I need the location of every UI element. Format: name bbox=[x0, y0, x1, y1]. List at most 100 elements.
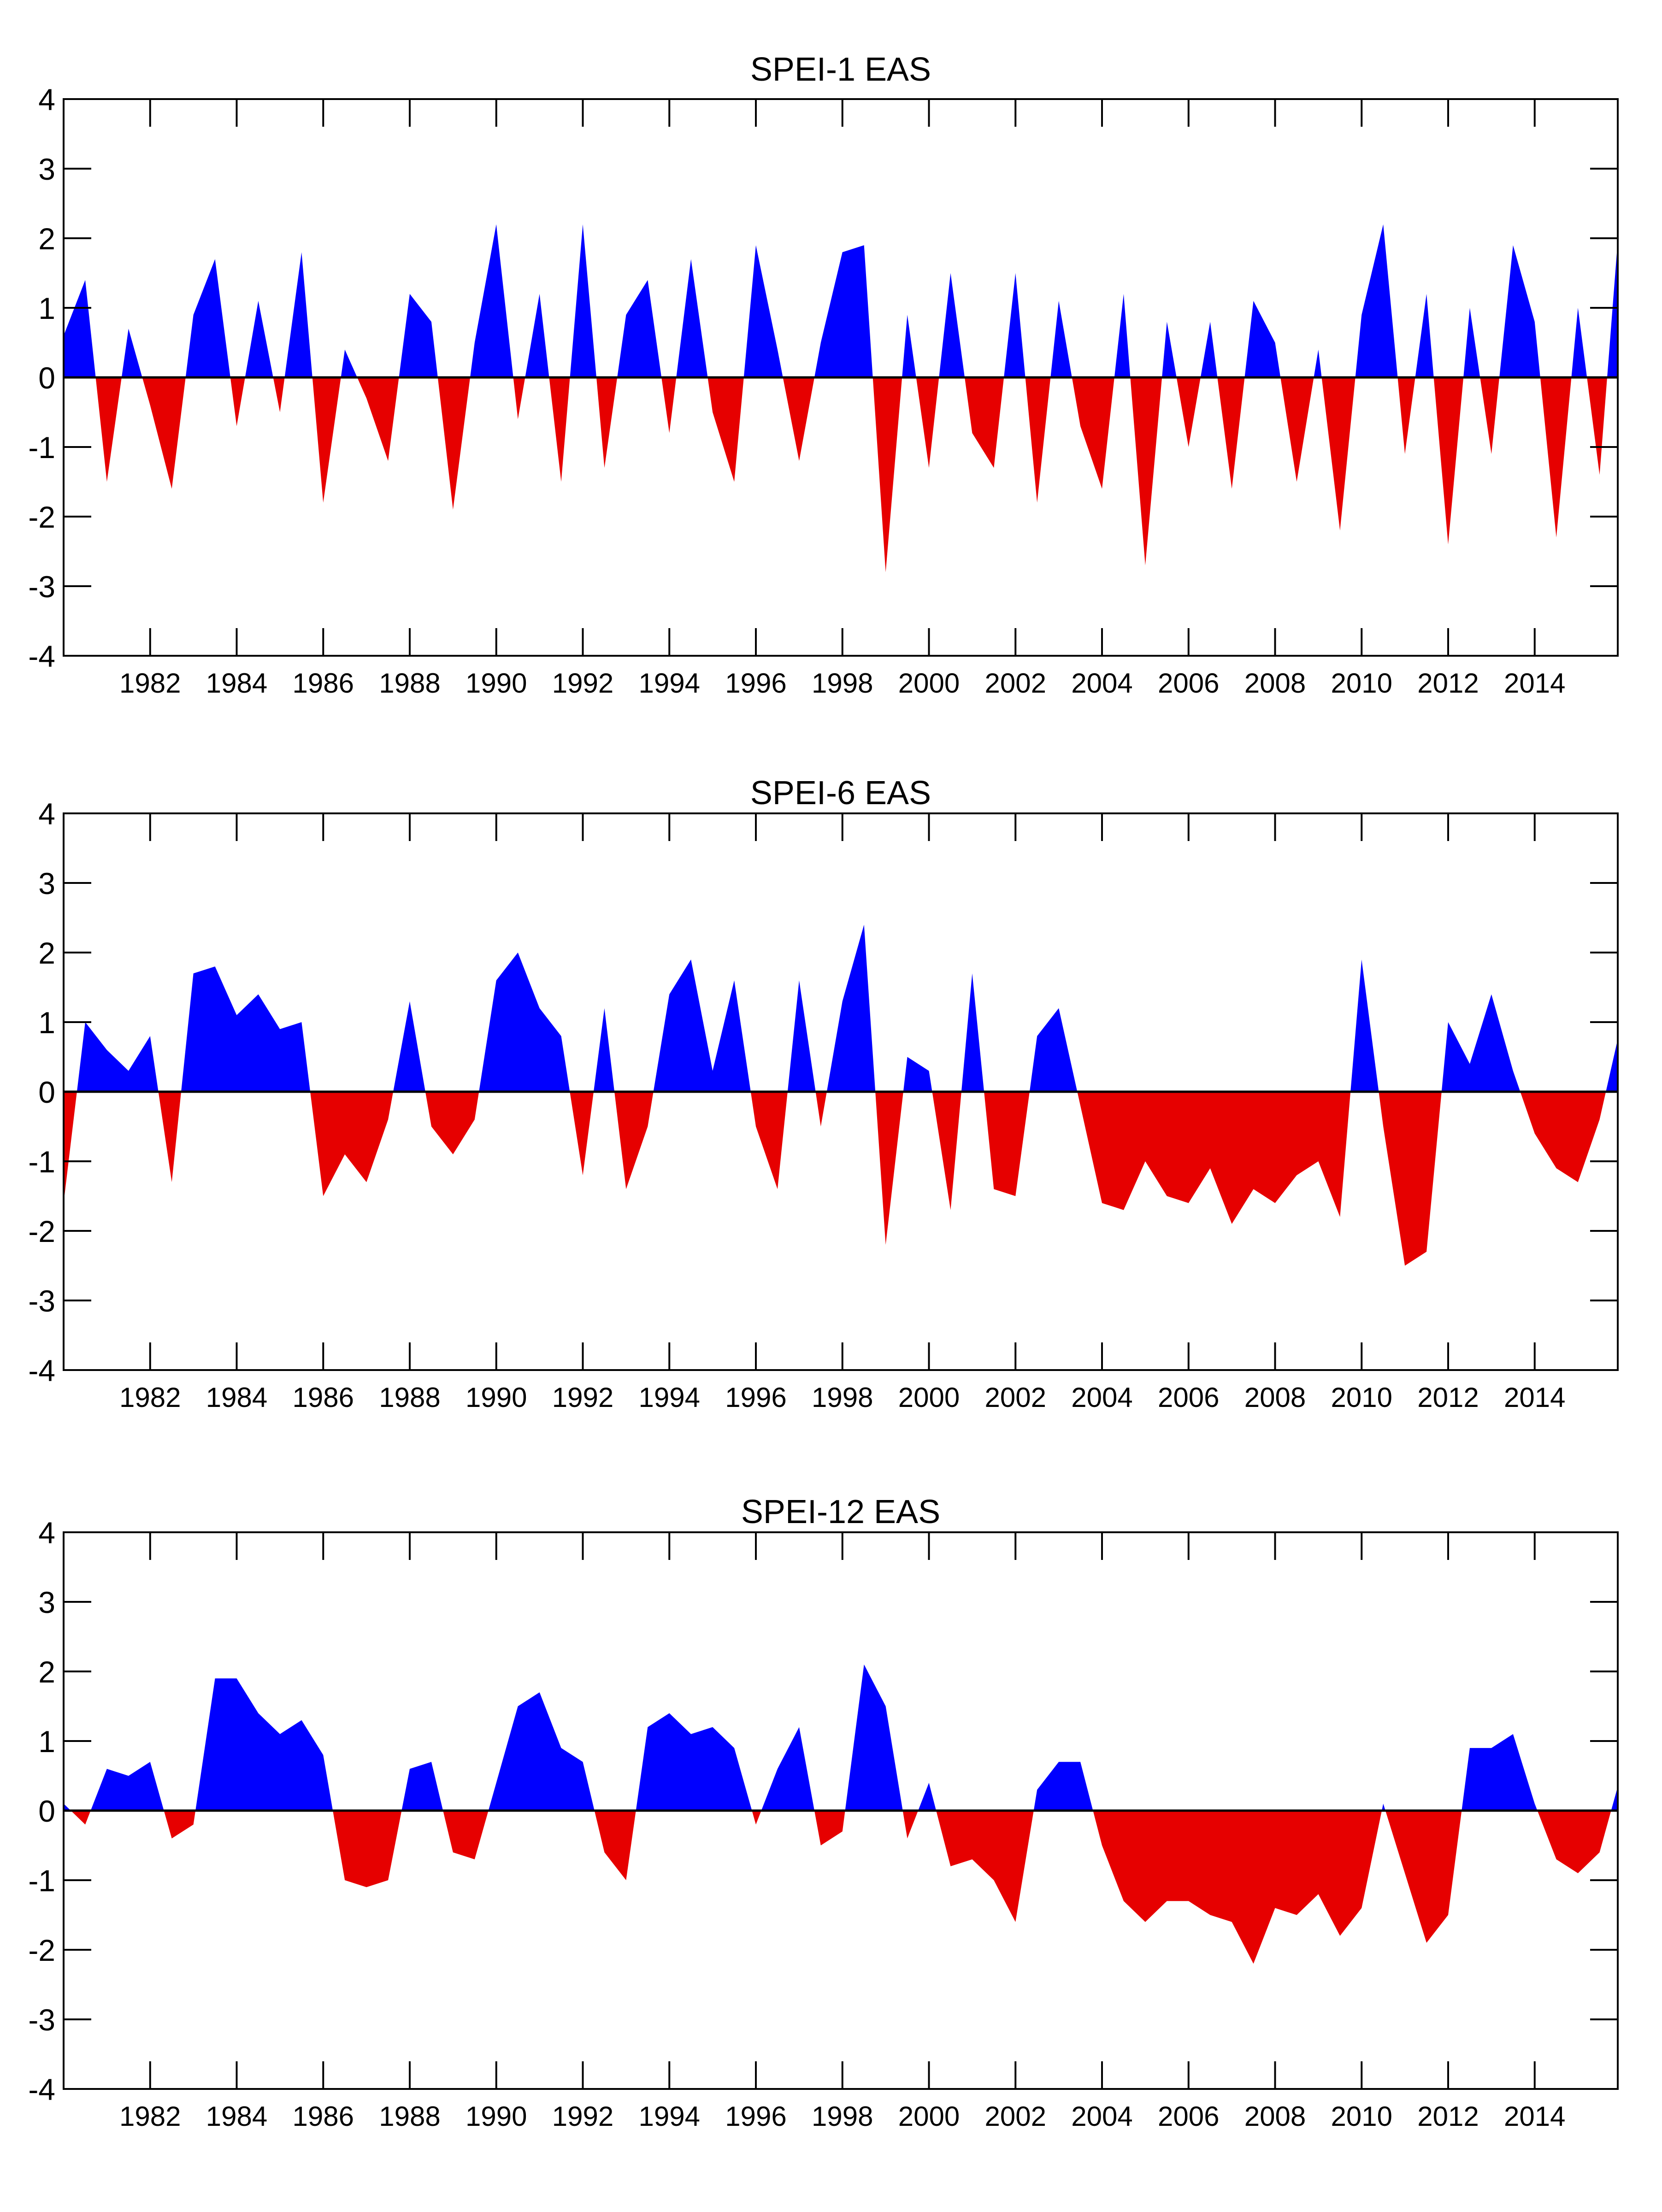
y-tick-label: 3 bbox=[38, 152, 55, 186]
x-tick-label: 2002 bbox=[985, 668, 1046, 699]
x-tick-label: 1986 bbox=[293, 2101, 354, 2132]
x-tick-label: 1998 bbox=[812, 2101, 873, 2132]
chart-title: SPEI-6 EAS bbox=[750, 775, 931, 812]
y-tick-label: 1 bbox=[38, 291, 55, 325]
x-tick-label: 1996 bbox=[725, 2101, 786, 2132]
panel-spei-6: SPEI-6 EAS -4 -3 -2 -1 0 1 2 3 4 1982 1984 1986 1988… bbox=[28, 775, 1619, 1413]
x-tick-label: 1996 bbox=[725, 1382, 786, 1413]
x-tick-label: 1992 bbox=[552, 1382, 613, 1413]
x-tick-label: 1984 bbox=[206, 1382, 267, 1413]
y-tick-label: -1 bbox=[28, 1145, 55, 1179]
positive-area bbox=[64, 1664, 1617, 1811]
x-tick-label: 2002 bbox=[985, 2101, 1046, 2132]
x-tick-label: 1984 bbox=[206, 2101, 267, 2132]
y-tick-label: 2 bbox=[38, 222, 55, 256]
x-tick-label: 1996 bbox=[725, 668, 786, 699]
x-tick-label: 1982 bbox=[119, 668, 181, 699]
x-tick-label: 1986 bbox=[293, 668, 354, 699]
plot-frame bbox=[63, 1531, 1619, 2090]
negative-area bbox=[71, 1811, 1611, 1964]
y-tick-label: -4 bbox=[28, 1353, 55, 1388]
panel-spei-1: SPEI-1 EAS -4 -3 -2 -1 0 1 2 3 4 1982 1984 1986 1988… bbox=[28, 51, 1619, 699]
positive-area bbox=[77, 924, 1617, 1092]
x-tick-label: 2006 bbox=[1158, 668, 1219, 699]
x-tick-label: 1994 bbox=[639, 668, 700, 699]
x-tick-label: 2000 bbox=[898, 2101, 960, 2132]
panel-spei-12: SPEI-12 EAS -4 -3 -2 -1 0 1 2 3 4 1982 1984 1986 198… bbox=[28, 1494, 1619, 2132]
area-fill-group bbox=[64, 224, 1617, 572]
x-tick-label: 2008 bbox=[1244, 668, 1306, 699]
y-tick-label: -2 bbox=[28, 1933, 55, 1967]
plot-frame bbox=[63, 98, 1619, 657]
y-tick-label: 4 bbox=[38, 1516, 55, 1550]
y-tick-label: 3 bbox=[38, 1585, 55, 1619]
y-tick-label: -1 bbox=[28, 1864, 55, 1898]
chart-title: SPEI-12 EAS bbox=[741, 1494, 940, 1530]
y-tick-label: 2 bbox=[38, 1655, 55, 1689]
x-tick-label: 1990 bbox=[466, 668, 527, 699]
y-tick-label: 1 bbox=[38, 1724, 55, 1759]
x-tick-label: 2012 bbox=[1417, 2101, 1479, 2132]
x-tick-label: 2012 bbox=[1417, 668, 1479, 699]
x-tick-label: 2010 bbox=[1331, 1382, 1392, 1413]
x-tick-label: 1988 bbox=[379, 1382, 440, 1413]
x-tick-label: 1982 bbox=[119, 2101, 181, 2132]
x-tick-label: 2004 bbox=[1071, 2101, 1132, 2132]
x-tick-label: 1986 bbox=[293, 1382, 354, 1413]
x-tick-label: 1998 bbox=[812, 1382, 873, 1413]
x-tick-label: 2004 bbox=[1071, 1382, 1132, 1413]
negative-area bbox=[95, 377, 1608, 572]
tick-group: -4 -3 -2 -1 0 1 2 3 4 1982 1984 1986 1988 1990 1992 199… bbox=[28, 797, 1618, 1413]
area-fill-group bbox=[64, 924, 1617, 1266]
x-tick-label: 2000 bbox=[898, 668, 960, 699]
x-tick-label: 2000 bbox=[898, 1382, 960, 1413]
positive-area bbox=[64, 224, 1617, 377]
plot-frame bbox=[63, 812, 1619, 1371]
x-tick-label: 1992 bbox=[552, 668, 613, 699]
x-tick-label: 1982 bbox=[119, 1382, 181, 1413]
x-tick-label: 1988 bbox=[379, 668, 440, 699]
x-tick-label: 1994 bbox=[639, 1382, 700, 1413]
y-tick-label: -2 bbox=[28, 1214, 55, 1248]
x-tick-label: 2006 bbox=[1158, 2101, 1219, 2132]
y-tick-label: 2 bbox=[38, 936, 55, 970]
x-tick-label: 2008 bbox=[1244, 1382, 1306, 1413]
x-tick-label: 2010 bbox=[1331, 668, 1392, 699]
tick-group: -4 -3 -2 -1 0 1 2 3 4 1982 1984 1986 1988 1990 1992 199… bbox=[28, 82, 1618, 699]
y-tick-label: -4 bbox=[28, 2072, 55, 2106]
y-tick-label: 0 bbox=[38, 1794, 55, 1828]
y-tick-label: 4 bbox=[38, 82, 55, 117]
x-tick-label: 2014 bbox=[1504, 668, 1565, 699]
x-tick-label: 1988 bbox=[379, 2101, 440, 2132]
x-tick-label: 2012 bbox=[1417, 1382, 1479, 1413]
x-tick-label: 2006 bbox=[1158, 1382, 1219, 1413]
x-tick-label: 1990 bbox=[466, 2101, 527, 2132]
y-tick-label: -2 bbox=[28, 500, 55, 534]
y-tick-label: -3 bbox=[28, 1284, 55, 1318]
x-tick-label: 2002 bbox=[985, 1382, 1046, 1413]
tick-group: -4 -3 -2 -1 0 1 2 3 4 1982 1984 1986 1988 1990 1992 199… bbox=[28, 1516, 1618, 2132]
x-tick-label: 2008 bbox=[1244, 2101, 1306, 2132]
x-tick-label: 1992 bbox=[552, 2101, 613, 2132]
y-tick-label: 0 bbox=[38, 361, 55, 395]
x-tick-label: 2014 bbox=[1504, 1382, 1565, 1413]
x-tick-label: 1984 bbox=[206, 668, 267, 699]
area-fill-group bbox=[64, 1664, 1617, 1964]
y-tick-label: 0 bbox=[38, 1075, 55, 1109]
x-tick-label: 2004 bbox=[1071, 668, 1132, 699]
x-tick-label: 1990 bbox=[466, 1382, 527, 1413]
y-tick-label: -1 bbox=[28, 430, 55, 465]
y-tick-label: 3 bbox=[38, 866, 55, 900]
x-tick-label: 1998 bbox=[812, 668, 873, 699]
y-tick-label: 1 bbox=[38, 1006, 55, 1040]
chart-title: SPEI-1 EAS bbox=[750, 51, 931, 88]
x-tick-label: 1994 bbox=[639, 2101, 700, 2132]
y-tick-label: -3 bbox=[28, 2003, 55, 2037]
y-tick-label: -3 bbox=[28, 570, 55, 604]
x-tick-label: 2014 bbox=[1504, 2101, 1565, 2132]
x-tick-label: 2010 bbox=[1331, 2101, 1392, 2132]
y-tick-label: -4 bbox=[28, 639, 55, 673]
negative-area bbox=[64, 1092, 1606, 1266]
y-tick-label: 4 bbox=[38, 797, 55, 831]
